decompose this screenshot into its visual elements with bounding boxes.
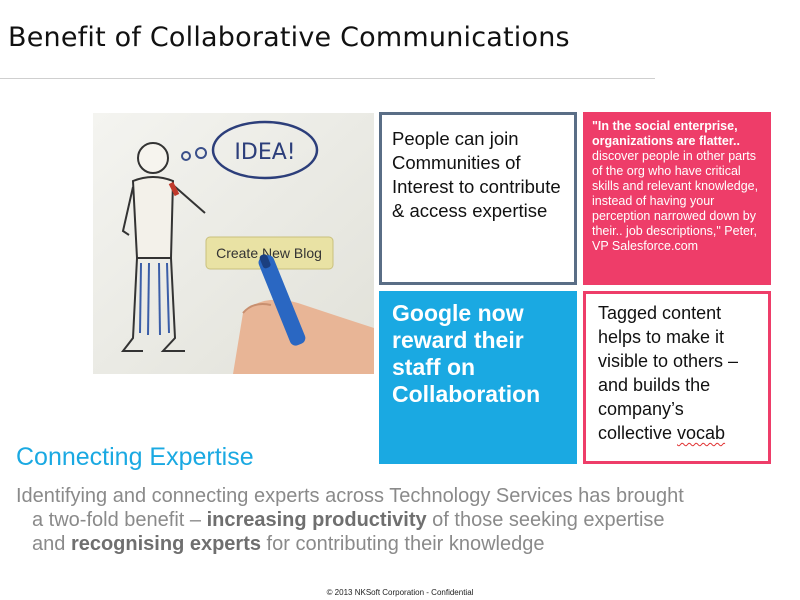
quote-bold-text: "In the social enterprise, organizations… — [592, 119, 740, 148]
body-line-2-post: of those seeking expertise — [426, 509, 665, 531]
communities-box: People can join Communities of Interest … — [379, 112, 577, 285]
section-heading: Connecting Expertise — [16, 443, 254, 471]
recognising-experts-text: recognising experts — [70, 533, 261, 555]
idea-bubble-text: IDEA! — [234, 140, 295, 165]
footer-copyright: © 2013 NKSoft Corporation - Confidential — [326, 588, 474, 597]
slide-title: Benefit of Collaborative Communications — [8, 22, 570, 53]
google-collaboration-box: Google now reward their staff on Collabo… — [379, 291, 577, 464]
body-line-3: and recognising experts for contributing… — [16, 532, 786, 556]
communities-text: People can join Communities of Interest … — [392, 128, 561, 221]
body-line-1: Identifying and connecting experts acros… — [16, 485, 684, 507]
vocab-word: vocab — [677, 423, 726, 443]
section-body: Identifying and connecting experts acros… — [16, 484, 786, 556]
title-divider — [0, 78, 655, 79]
body-line-3-post: for contributing their knowledge — [261, 533, 545, 555]
increasing-productivity-text: increasing productivity — [206, 509, 427, 531]
tagged-text: Tagged content helps to make it visible … — [598, 303, 739, 443]
photo-illustration: IDEA! Create New Blog — [93, 113, 374, 374]
tagged-content-box: Tagged content helps to make it visible … — [583, 291, 771, 464]
quote-text: discover people in other parts of the or… — [592, 149, 759, 253]
body-line-2-pre: a two-fold benefit – — [32, 509, 207, 531]
body-line-3-pre: and — [32, 533, 71, 555]
google-text: Google now reward their staff on Collabo… — [392, 300, 541, 407]
create-blog-button-text: Create New Blog — [216, 245, 322, 261]
salesforce-quote-box: "In the social enterprise, organizations… — [583, 112, 771, 285]
idea-blog-photo: IDEA! Create New Blog — [93, 113, 374, 374]
body-line-2: a two-fold benefit – increasing producti… — [16, 508, 786, 532]
